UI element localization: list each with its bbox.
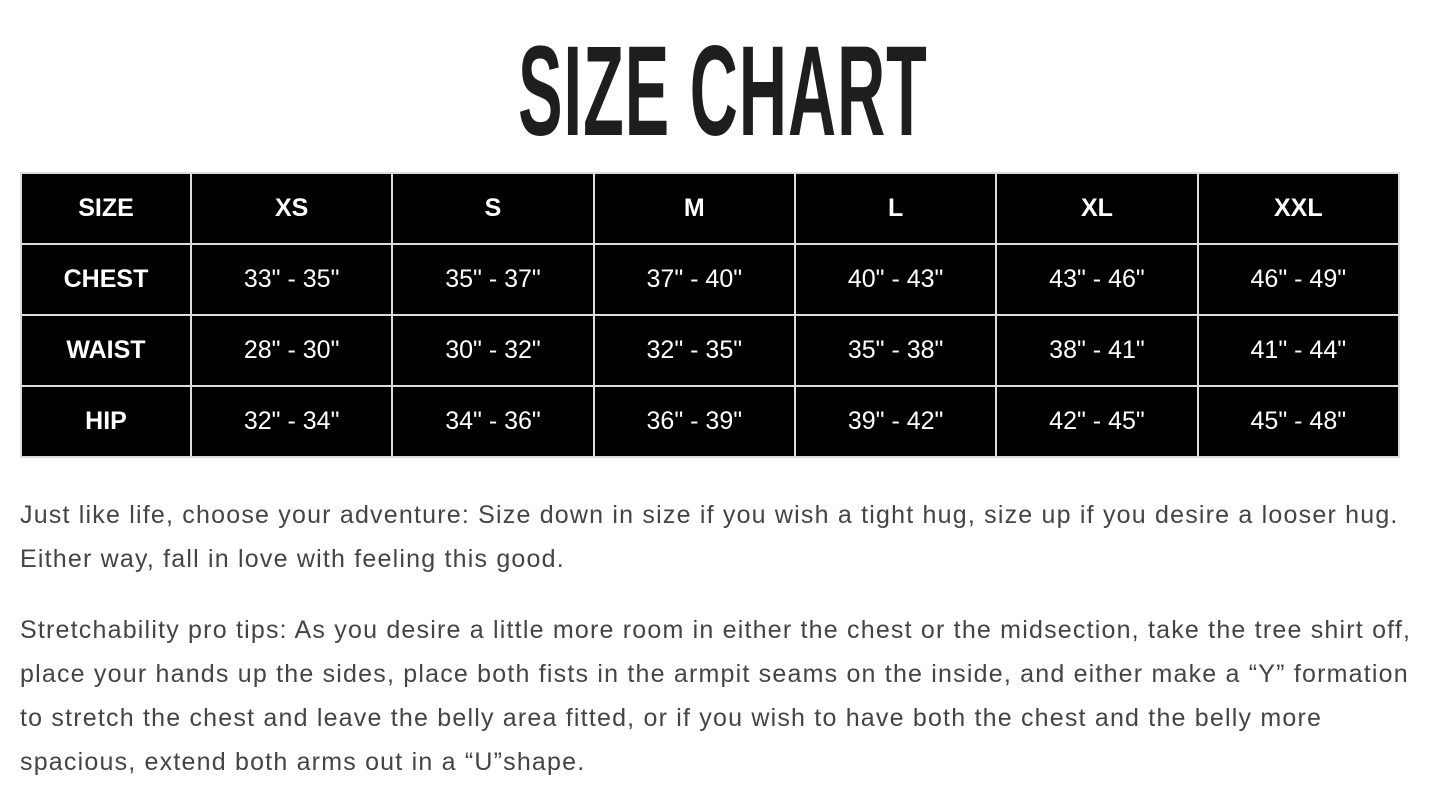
fit-paragraph: Just like life, choose your adventure: S…	[20, 501, 1399, 573]
measurement-cell: 40" - 43"	[793, 243, 998, 316]
size-column-header: M	[592, 172, 796, 245]
table-row: WAIST 28" - 30" 30" - 32" 32" - 35" 35" - 38…	[20, 314, 1401, 387]
size-column-header: L	[793, 172, 998, 245]
measurement-cell: 45" - 48"	[1196, 385, 1401, 458]
measurement-cell: 42" - 45"	[995, 385, 1199, 458]
size-column-header: XL	[995, 172, 1199, 245]
measurement-cell: 38" - 41"	[995, 314, 1199, 387]
measurement-cell: 30" - 32"	[391, 314, 595, 387]
row-label-cell: WAIST	[20, 314, 192, 387]
measurement-cell: 39" - 42"	[793, 385, 998, 458]
measurement-cell: 35" - 38"	[793, 314, 998, 387]
measurement-cell: 43" - 46"	[995, 243, 1199, 316]
table-row: HIP 32" - 34" 34" - 36" 36" - 39" 39" - 42" 4…	[20, 385, 1401, 458]
measurement-cell: 32" - 35"	[592, 314, 796, 387]
title-wrap: SIZE CHART	[0, 28, 1445, 156]
stretch-tips-paragraph: Stretchability pro tips: As you desire a…	[20, 616, 1412, 776]
page-title: SIZE CHART	[517, 20, 928, 163]
size-column-header: XS	[189, 172, 394, 245]
measurement-cell: 34" - 36"	[391, 385, 595, 458]
row-label-cell: HIP	[20, 385, 192, 458]
measurement-cell: 28" - 30"	[189, 314, 394, 387]
measurement-cell: 35" - 37"	[391, 243, 595, 316]
measurement-cell: 41" - 44"	[1196, 314, 1401, 387]
row-label-cell: CHEST	[20, 243, 192, 316]
size-column-header: S	[391, 172, 595, 245]
table-row: CHEST 33" - 35" 35" - 37" 37" - 40" 40" - 43…	[20, 243, 1401, 316]
measurement-cell: 37" - 40"	[592, 243, 796, 316]
measurement-cell: 36" - 39"	[592, 385, 796, 458]
size-chart-table: SIZE XS S M L XL XXL CHEST 33" - 35" 35" - 37" 37"…	[20, 172, 1401, 458]
measurement-cell: 46" - 49"	[1196, 243, 1401, 316]
measurement-cell: 33" - 35"	[189, 243, 394, 316]
size-header-cell: SIZE	[20, 172, 192, 245]
size-column-header: XXL	[1196, 172, 1401, 245]
measurement-cell: 32" - 34"	[189, 385, 394, 458]
header-row: SIZE XS S M L XL XXL	[20, 172, 1401, 245]
